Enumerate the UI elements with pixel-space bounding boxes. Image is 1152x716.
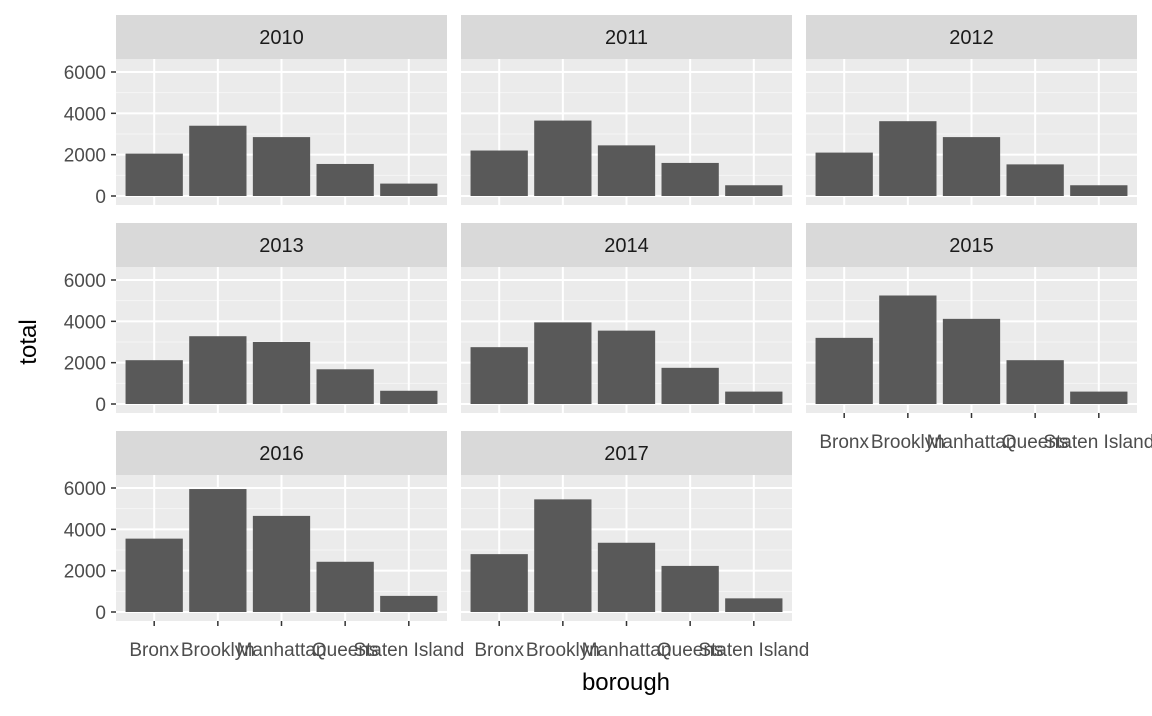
facet-strip xyxy=(116,15,447,59)
bar-2016-queens xyxy=(316,561,374,612)
bar-2012-staten-island xyxy=(1070,185,1128,196)
bar-2017-brooklyn xyxy=(534,499,592,612)
bar-2016-bronx xyxy=(125,538,183,612)
y-tick-label: 2000 xyxy=(64,354,106,375)
x-tick-label: Staten Island xyxy=(353,640,464,661)
x-tick-label: Queens xyxy=(657,640,724,661)
facet-strip-label: 2012 xyxy=(949,27,994,49)
facet-panel-2012: 2012 xyxy=(806,15,1137,205)
facet-strip xyxy=(116,223,447,267)
bar-2011-manhattan xyxy=(597,145,656,196)
bar-2010-staten-island xyxy=(380,183,438,196)
bar-2011-staten-island xyxy=(725,185,783,196)
bar-2016-staten-island xyxy=(380,595,438,612)
y-tick-label: 6000 xyxy=(64,63,106,84)
x-tick-label: Brooklyn xyxy=(181,640,255,661)
facet-panel-2014: 2014 xyxy=(461,223,792,413)
bar-2015-staten-island xyxy=(1070,391,1128,404)
facet-strip-label: 2011 xyxy=(605,27,648,49)
x-tick-label: Staten Island xyxy=(1043,432,1152,453)
x-axis-title: borough xyxy=(582,669,670,696)
x-tick-label: Bronx xyxy=(819,432,869,453)
x-tick-label: Queens xyxy=(1002,432,1069,453)
bar-2016-manhattan xyxy=(252,515,311,612)
x-tick-label: Manhattan xyxy=(237,640,327,661)
y-tick-label: 6000 xyxy=(64,271,106,292)
bar-2015-brooklyn xyxy=(879,295,937,404)
bar-2017-manhattan xyxy=(597,542,656,612)
bar-2011-bronx xyxy=(470,150,528,196)
bar-2015-bronx xyxy=(815,337,873,404)
facet-panel-2013: 2013 0 2000 4000 6000 xyxy=(64,223,447,416)
x-tick-label: Queens xyxy=(312,640,379,661)
facet-strip-label: 2014 xyxy=(604,235,649,257)
facet-strip-label: 2015 xyxy=(949,235,994,257)
facet-strip-label: 2013 xyxy=(259,235,304,257)
y-tick-label: 0 xyxy=(95,187,106,208)
x-tick-label: Staten Island xyxy=(698,640,809,661)
x-tick-label: Brooklyn xyxy=(526,640,600,661)
y-tick-label: 0 xyxy=(95,395,106,416)
facet-panel-2016: 2016 0 2000 4000 6000 Bronx BrooklynManhattanQ… xyxy=(64,431,464,661)
facet-strip-label: 2010 xyxy=(259,27,304,49)
bar-2010-queens xyxy=(316,163,374,196)
bar-2013-manhattan xyxy=(252,342,311,404)
bar-2015-queens xyxy=(1006,360,1064,404)
bar-2013-brooklyn xyxy=(189,336,247,404)
y-tick-label: 4000 xyxy=(64,520,106,541)
bar-2012-queens xyxy=(1006,164,1064,196)
bar-2012-bronx xyxy=(815,152,873,196)
y-axis-title: total xyxy=(15,319,42,364)
facet-strip-label: 2017 xyxy=(604,443,649,465)
y-tick-label: 4000 xyxy=(64,312,106,333)
bar-2012-brooklyn xyxy=(879,121,937,196)
y-tick-label: 2000 xyxy=(64,146,106,167)
facet-strip-label: 2016 xyxy=(259,443,304,465)
bar-2011-brooklyn xyxy=(534,120,592,196)
bar-2017-bronx xyxy=(470,554,528,612)
bar-2012-manhattan xyxy=(942,137,1001,196)
bar-2013-bronx xyxy=(125,360,183,404)
facet-strip xyxy=(461,431,792,475)
facet-panel-2010: 2010 0 2000 4000 6000 xyxy=(64,15,447,208)
facet-strip xyxy=(461,223,792,267)
bar-2011-queens xyxy=(661,162,719,196)
bar-2017-staten-island xyxy=(725,598,783,612)
x-tick-label: Brooklyn xyxy=(871,432,945,453)
bar-2014-staten-island xyxy=(725,391,783,404)
bar-2013-queens xyxy=(316,369,374,404)
y-tick-label: 6000 xyxy=(64,479,106,500)
facet-panel-2011: 2011 xyxy=(461,15,792,205)
y-tick-label: 0 xyxy=(95,603,106,624)
x-tick-label: Bronx xyxy=(474,640,524,661)
bar-2010-manhattan xyxy=(252,137,311,196)
bar-2010-bronx xyxy=(125,153,183,196)
bar-2014-queens xyxy=(661,367,719,404)
x-tick-label: Manhattan xyxy=(582,640,672,661)
bar-2015-manhattan xyxy=(942,318,1001,404)
bar-2014-brooklyn xyxy=(534,322,592,404)
bar-2014-manhattan xyxy=(597,330,656,404)
bar-2014-bronx xyxy=(470,347,528,404)
bar-2010-brooklyn xyxy=(189,125,247,196)
y-tick-label: 4000 xyxy=(64,104,106,125)
facet-strip xyxy=(806,223,1137,267)
bar-2017-queens xyxy=(661,565,719,612)
y-tick-label: 2000 xyxy=(64,562,106,583)
facet-strip xyxy=(461,15,792,59)
bar-2013-staten-island xyxy=(380,390,438,404)
x-tick-label: Manhattan xyxy=(927,432,1017,453)
facet-strip xyxy=(806,15,1137,59)
facet-strip xyxy=(116,431,447,475)
x-tick-label: Bronx xyxy=(129,640,179,661)
bar-2016-brooklyn xyxy=(189,489,247,612)
